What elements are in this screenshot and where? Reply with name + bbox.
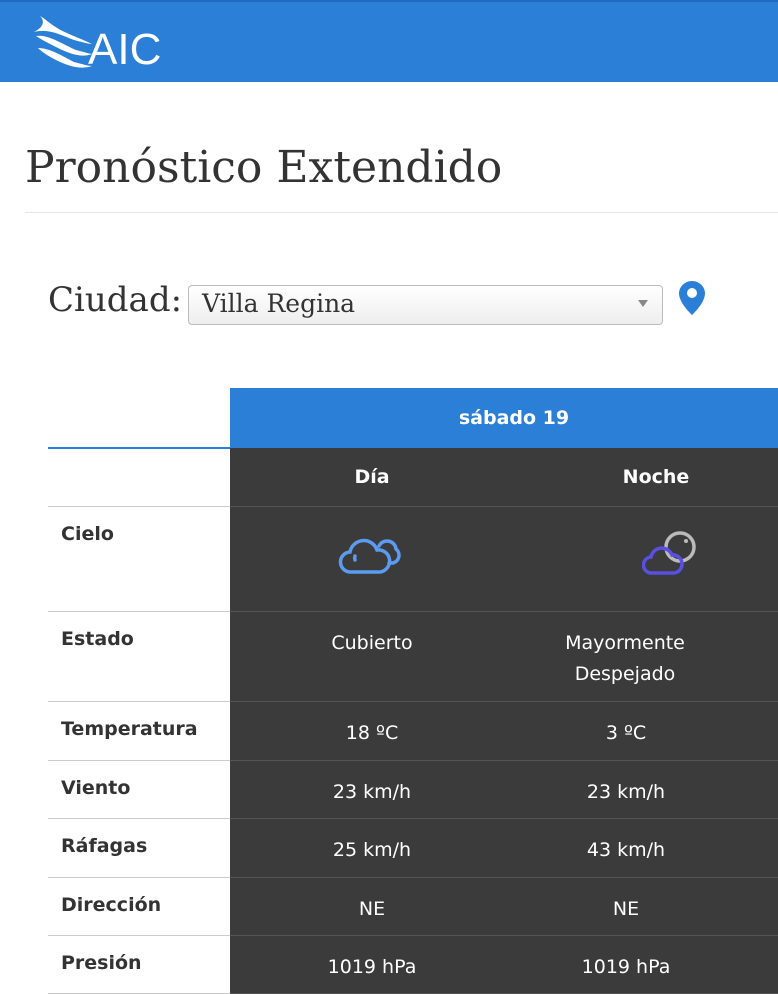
row-label: Viento — [48, 760, 230, 819]
cell-value: 43 km/h — [514, 818, 778, 878]
period-night: Noche — [514, 448, 778, 507]
cell-value: 3 ºC — [514, 701, 778, 761]
table-row: Temperatura 18 ºC 3 ºC — [48, 701, 778, 761]
cell-value: Cubierto — [230, 611, 514, 702]
partly-cloudy-night-icon — [641, 530, 696, 575]
row-label: Cielo — [48, 506, 230, 612]
cell-value: 1019 hPa — [514, 935, 778, 994]
table-row: Ráfagas 25 km/h 43 km/h — [48, 818, 778, 878]
divider — [25, 212, 778, 213]
sky-day — [230, 506, 514, 612]
row-label: Dirección — [48, 877, 230, 936]
day-header: sábado 19 — [230, 388, 778, 448]
cell-value: 23 km/h — [230, 760, 514, 819]
row-label: Estado — [48, 611, 230, 702]
table-row: Estado Cubierto Mayormente Despejado — [48, 611, 778, 702]
wave-logo-icon — [34, 16, 92, 68]
table-row: Viento 23 km/h 23 km/h — [48, 760, 778, 819]
table-row: Dirección NE NE — [48, 877, 778, 936]
cell-value: Mayormente Despejado — [514, 611, 778, 702]
cell-value: 1019 hPa — [230, 935, 514, 994]
corner-cell — [48, 388, 230, 449]
cell-value: NE — [514, 877, 778, 936]
page-title: Pronóstico Extendido — [25, 142, 503, 193]
cell-value: NE — [230, 877, 514, 936]
row-label: Ráfagas — [48, 818, 230, 878]
logo-text: AIC — [88, 25, 162, 74]
cell-value: 23 km/h — [514, 760, 778, 819]
cloudy-icon — [338, 538, 401, 574]
chevron-down-icon — [638, 300, 648, 307]
row-label: Presión — [48, 935, 230, 994]
sky-night — [514, 506, 778, 612]
city-label: Ciudad: — [48, 280, 183, 320]
forecast-table: sábado 19 Día Noche Cielo Estado Cubiert… — [48, 388, 778, 994]
corner-cell — [48, 448, 230, 507]
map-pin-icon[interactable] — [678, 280, 706, 316]
site-header: AIC — [0, 0, 778, 82]
cell-value: 18 ºC — [230, 701, 514, 761]
cell-value: 25 km/h — [230, 818, 514, 878]
table-row: Presión 1019 hPa 1019 hPa — [48, 935, 778, 994]
city-select-value: Villa Regina — [202, 289, 356, 318]
row-label: Temperatura — [48, 701, 230, 761]
period-day: Día — [230, 448, 514, 507]
aic-logo[interactable]: AIC — [32, 14, 161, 72]
city-select[interactable]: Villa Regina — [188, 285, 663, 325]
table-row: Cielo — [48, 506, 778, 612]
